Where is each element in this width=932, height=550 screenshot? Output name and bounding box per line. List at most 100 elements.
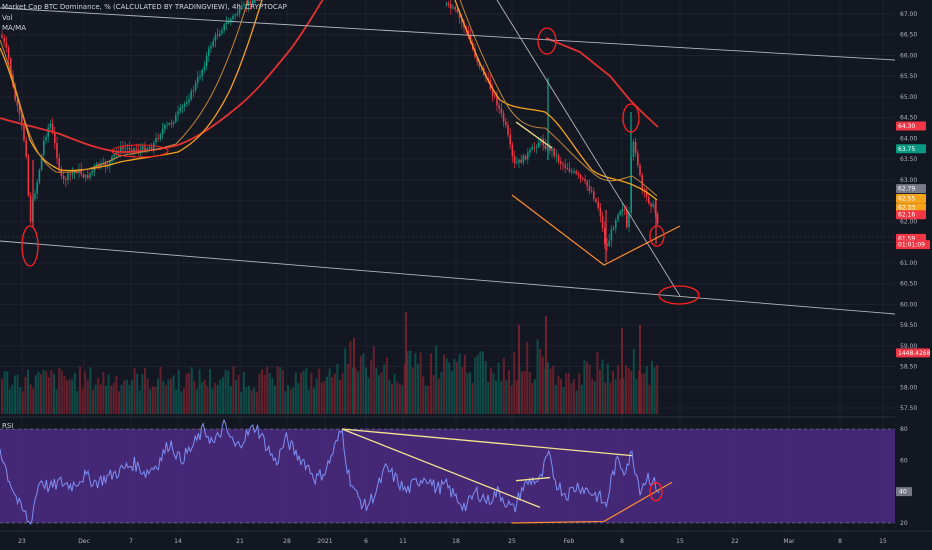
volume-bar xyxy=(32,388,35,414)
volume-bar xyxy=(131,379,133,414)
volume-bar xyxy=(601,359,604,414)
volume-bar xyxy=(292,387,295,414)
candle-body xyxy=(181,106,184,108)
price-badge-label: 01:01:09 xyxy=(898,242,925,249)
candle-body xyxy=(199,76,201,78)
volume-bar xyxy=(466,372,469,414)
volume-bar xyxy=(391,384,393,414)
candle-body xyxy=(159,134,162,139)
volume-bar xyxy=(419,352,422,414)
candle-body xyxy=(201,69,203,77)
volume-bar xyxy=(175,389,178,414)
volume-bar xyxy=(55,389,58,414)
price-axis: 67.00 66.50 66.00 65.50 65.00 64.50 64.00 63.50… xyxy=(895,0,932,550)
volume-bar xyxy=(622,378,625,414)
volume-bar xyxy=(227,371,230,414)
candle-body xyxy=(104,162,107,167)
price-badge xyxy=(896,203,926,213)
candle-body xyxy=(623,208,626,211)
volume-bar xyxy=(580,384,583,414)
volume-bar xyxy=(549,368,552,414)
volume-bar xyxy=(6,371,9,414)
volume-bar xyxy=(476,355,479,414)
time-tick-label: 23 xyxy=(18,538,26,545)
candle-body xyxy=(216,35,219,37)
candle-body xyxy=(531,147,533,150)
rsi-pane xyxy=(0,418,895,526)
highlight-circle xyxy=(649,482,663,502)
volume-bar xyxy=(21,391,24,414)
rsi-trend-line xyxy=(341,428,541,508)
volume-bar xyxy=(471,382,474,414)
candle-body xyxy=(553,148,555,156)
candle-body xyxy=(656,213,659,224)
volume-bar xyxy=(357,371,360,414)
volume-bar xyxy=(521,371,523,414)
volume-bar xyxy=(162,381,165,414)
candle-body xyxy=(139,149,142,152)
candle-body xyxy=(168,123,170,125)
ma-long-line xyxy=(0,0,324,153)
candle-body xyxy=(115,152,118,155)
volume-bar xyxy=(599,369,601,414)
highlight-circle xyxy=(21,225,39,267)
candle-body xyxy=(551,148,553,151)
volume-bar xyxy=(526,342,529,414)
candle-body xyxy=(170,123,173,125)
price-badge-label: 64.30 xyxy=(898,123,915,130)
volume-bar xyxy=(110,385,113,414)
candle-body xyxy=(529,149,531,153)
time-tick-label: 8 xyxy=(838,538,842,545)
price-badge-label: 1448.4268 xyxy=(898,350,931,357)
volume-bar xyxy=(133,368,136,414)
highlight-circle xyxy=(658,285,700,305)
volume-bar xyxy=(86,379,89,414)
volume-bar xyxy=(235,380,237,414)
volume-bar xyxy=(141,374,144,414)
volume-bar xyxy=(58,367,61,414)
price-tick-label: 59.00 xyxy=(900,343,917,350)
volume-bar xyxy=(383,364,386,414)
volume-bar xyxy=(456,361,458,414)
volume-bar xyxy=(81,388,84,414)
candle-body xyxy=(520,159,522,163)
volume-bar xyxy=(281,369,284,414)
volume-bar xyxy=(159,366,162,414)
candle-body xyxy=(203,66,206,70)
candle-body xyxy=(648,196,650,204)
candle-body xyxy=(65,178,67,181)
volume-bar xyxy=(427,385,430,414)
candle-body xyxy=(579,175,582,178)
volume-bar xyxy=(593,381,596,414)
volume-bar xyxy=(211,388,214,414)
volume-bar xyxy=(274,385,276,414)
candle-body xyxy=(214,35,217,41)
volume-bar xyxy=(341,372,344,414)
candle-body xyxy=(135,148,137,150)
candle-body xyxy=(564,164,566,168)
time-tick-label: 21 xyxy=(236,538,244,545)
volume-bar xyxy=(219,379,222,414)
volume-bar xyxy=(123,380,126,414)
candle-body xyxy=(67,173,69,181)
volume-bar xyxy=(201,382,204,414)
time-tick-label: 14 xyxy=(174,538,182,545)
volume-bar xyxy=(326,376,328,414)
candle-body xyxy=(507,124,509,135)
volume-bar xyxy=(307,389,310,414)
time-tick-label: Feb xyxy=(564,538,575,545)
volume-bar xyxy=(294,372,297,414)
volume-bar xyxy=(266,366,269,414)
volume-bar xyxy=(651,361,653,414)
candle-body xyxy=(43,140,45,155)
ma-short-line xyxy=(459,0,658,197)
volume-bar xyxy=(320,382,323,414)
volume-bar xyxy=(453,358,456,414)
volume-bar xyxy=(510,385,513,414)
candle-body xyxy=(62,175,65,179)
volume-bar xyxy=(84,371,87,414)
volume-bar xyxy=(255,391,258,414)
price-tick-label: 65.50 xyxy=(900,73,917,80)
time-tick-label: Dec xyxy=(78,538,90,545)
